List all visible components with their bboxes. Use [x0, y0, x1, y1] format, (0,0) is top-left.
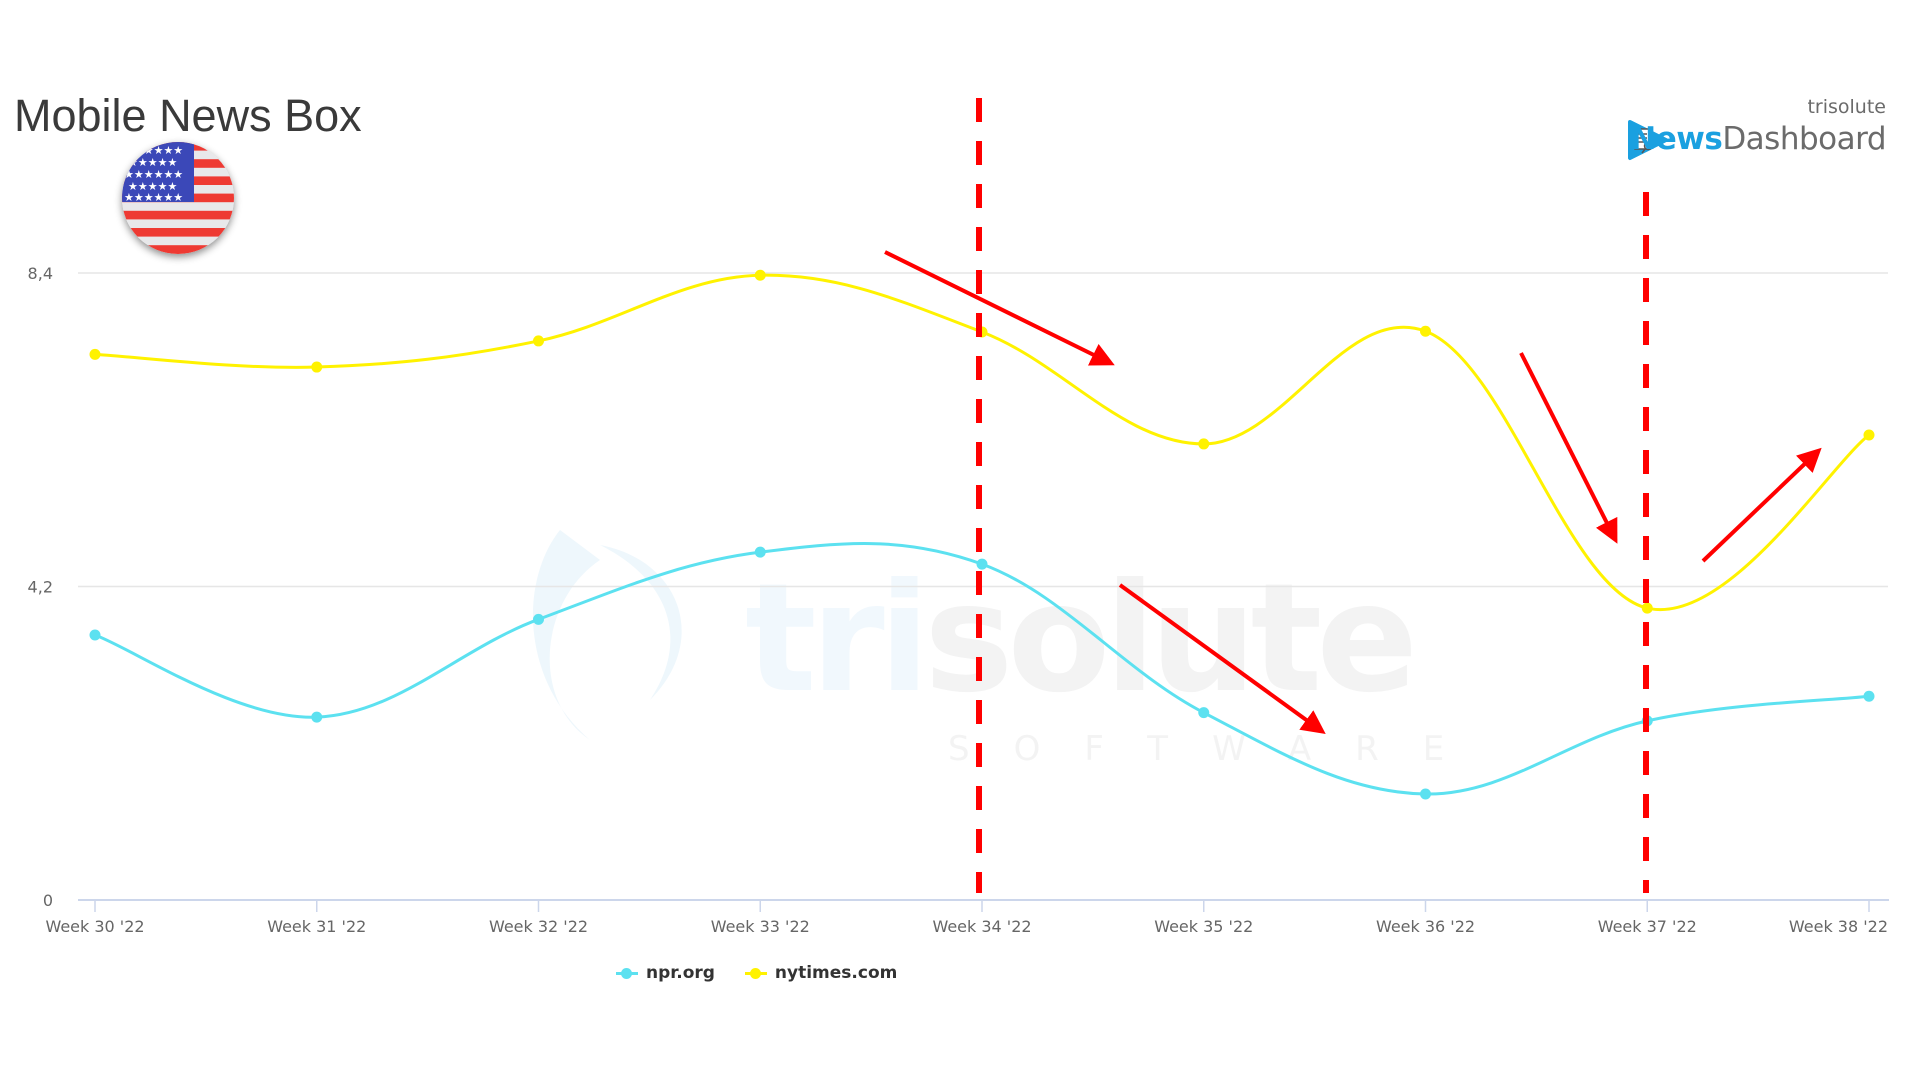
page-title: Mobile News Box — [14, 90, 362, 141]
chart-legend: npr.org nytimes.com — [616, 963, 897, 983]
watermark-tri: tri — [745, 552, 924, 726]
data-point[interactable] — [1420, 788, 1431, 800]
svg-text:★★★★★★: ★★★★★★ — [124, 168, 183, 181]
data-point[interactable] — [754, 269, 766, 281]
x-tick-label: Week 38 '22 — [1789, 917, 1888, 936]
legend-marker-npr-icon — [616, 967, 638, 979]
data-point[interactable] — [1641, 602, 1653, 614]
svg-text:★★★★★: ★★★★★ — [128, 156, 177, 169]
watermark: trisolute SOFTWARE — [532, 530, 1488, 769]
red-arrow-annotation — [884, 250, 1115, 366]
y-axis: 0 4,2 8,4 — [28, 264, 53, 910]
svg-text:★★★★★: ★★★★★ — [128, 180, 177, 193]
red-arrow-annotation — [1701, 447, 1822, 563]
data-point[interactable] — [311, 711, 323, 723]
legend-item-nytimes[interactable]: nytimes.com — [744, 963, 898, 983]
data-point[interactable] — [976, 558, 988, 570]
red-annotations — [884, 98, 1822, 893]
news-document-play-icon — [1628, 120, 1668, 160]
y-tick-label: 0 — [43, 891, 53, 910]
x-tick-label: Week 33 '22 — [711, 917, 810, 936]
legend-label-nytimes: nytimes.com — [774, 963, 898, 983]
svg-text:trisolute: trisolute — [745, 552, 1412, 726]
data-point[interactable] — [89, 629, 101, 641]
data-point[interactable] — [1863, 690, 1875, 702]
x-tick-label: Week 31 '22 — [267, 917, 366, 936]
x-tick-label: Week 30 '22 — [45, 917, 144, 936]
logo-company-text: trisolute — [1807, 96, 1886, 118]
data-point[interactable] — [1863, 429, 1875, 441]
legend-marker-nytimes-icon — [744, 967, 767, 979]
legend-label-npr: npr.org — [646, 963, 715, 983]
y-tick-label: 4,2 — [28, 578, 53, 597]
data-point[interactable] — [533, 335, 544, 347]
logo-product-name: NewsDashboard — [1630, 121, 1886, 157]
x-tick-label: Week 35 '22 — [1154, 917, 1253, 936]
red-arrow-annotation — [1519, 352, 1618, 544]
red-arrow-annotation — [1118, 583, 1326, 735]
x-tick-label: Week 37 '22 — [1598, 917, 1697, 936]
svg-text:★★★★★★: ★★★★★★ — [124, 191, 183, 204]
y-tick-label: 8,4 — [28, 264, 53, 283]
data-point[interactable] — [754, 546, 766, 558]
data-point[interactable] — [311, 361, 323, 373]
newsdashboard-logo: trisolute NewsDashboard — [1622, 96, 1902, 166]
series-line-nytimes.com — [94, 273, 1870, 612]
x-tick-label: Week 34 '22 — [932, 917, 1031, 936]
data-point[interactable] — [1198, 707, 1210, 719]
data-point[interactable] — [533, 613, 544, 625]
watermark-solute: solute — [924, 552, 1412, 726]
x-tick-label: Week 36 '22 — [1376, 917, 1475, 936]
data-point[interactable] — [1420, 325, 1431, 337]
x-axis: Week 30 '22 Week 31 '22 Week 32 '22 Week 33… — [45, 899, 1889, 936]
x-tick-label: Week 32 '22 — [489, 917, 588, 936]
data-point[interactable] — [89, 348, 101, 360]
watermark-software: SOFTWARE — [948, 729, 1488, 769]
grid-lines — [78, 272, 1888, 588]
data-point[interactable] — [1198, 438, 1210, 450]
legend-item-npr[interactable]: npr.org — [616, 963, 715, 983]
